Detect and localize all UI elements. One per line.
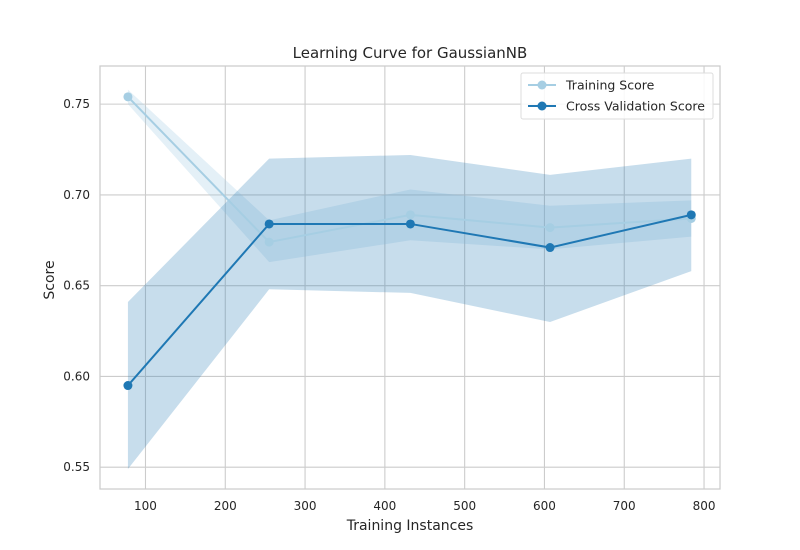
- y-tick-label: 0.65: [63, 279, 90, 293]
- point-series-2: [405, 219, 415, 229]
- point-series-2: [264, 219, 274, 229]
- point-series-2: [123, 381, 133, 391]
- legend-marker-series-2: [537, 101, 547, 111]
- x-tick-label: 500: [453, 499, 476, 513]
- legend-label-series-2: Cross Validation Score: [566, 99, 705, 114]
- y-tick-label: 0.75: [63, 97, 90, 111]
- point-series-2: [686, 210, 696, 220]
- y-axis-label: Score: [42, 260, 58, 299]
- point-series-1: [405, 210, 415, 220]
- plot-frame: [99, 65, 721, 490]
- x-tick-label: 400: [373, 499, 396, 513]
- legend: Training Score Cross Validation Score: [520, 72, 714, 120]
- x-tick-label: 200: [214, 499, 237, 513]
- point-series-1: [264, 237, 274, 247]
- point-series-2: [545, 243, 555, 253]
- series-points: [123, 92, 696, 391]
- point-series-1: [545, 223, 555, 233]
- legend-box: [520, 72, 714, 120]
- y-tick-labels: 0.55 0.60 0.65 0.70 0.75: [63, 97, 90, 474]
- x-tick-label: 600: [533, 499, 556, 513]
- legend-marker-series-1: [537, 80, 547, 90]
- x-tick-labels: 100 200 300 400 500 600 700 800: [134, 499, 715, 513]
- y-tick-label: 0.70: [63, 188, 90, 202]
- confidence-bands: [127, 89, 692, 470]
- band-series-1: [127, 89, 692, 263]
- grid-lines: [100, 66, 720, 489]
- y-tick-label: 0.55: [63, 460, 90, 474]
- legend-label-series-1: Training Score: [565, 78, 655, 93]
- chart-title: Learning Curve for GaussianNB: [293, 44, 528, 62]
- point-series-1: [123, 92, 133, 102]
- y-tick-label: 0.60: [63, 369, 90, 383]
- x-tick-label: 300: [294, 499, 317, 513]
- x-tick-label: 100: [134, 499, 157, 513]
- x-axis-label: Training Instances: [346, 518, 474, 534]
- x-tick-label: 700: [613, 499, 636, 513]
- band-series-2: [127, 154, 692, 470]
- x-tick-label: 800: [693, 499, 716, 513]
